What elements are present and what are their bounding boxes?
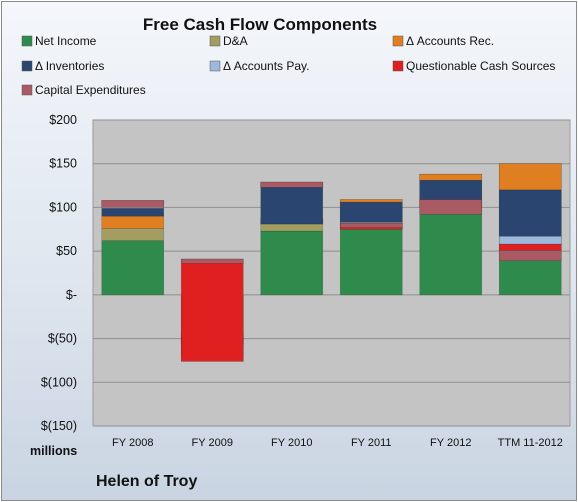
x-tick-label: TTM 11-2012 (498, 437, 563, 449)
company-label: Helen of Troy (96, 473, 197, 490)
bar-capital-expenditures-fy-2008 (101, 200, 165, 208)
bar-net-income-fy-2010 (260, 230, 324, 296)
bar-questionable-cash-sources-ttm-11-2012 (498, 243, 562, 251)
legend-label-capital-expenditures: Capital Expenditures (35, 83, 146, 97)
x-tick-label: FY 2012 (430, 437, 471, 449)
chart-title: Free Cash Flow Components (143, 15, 377, 34)
bar-capital-expenditures-fy-2009 (180, 258, 244, 264)
legend-swatch-d-a (209, 35, 221, 47)
legend-swatch-accounts-pay (209, 60, 221, 72)
legend: Net Income D&A Δ Accounts Rec. Δ Inventorie… (21, 34, 555, 97)
x-tick-label: FY 2010 (271, 437, 312, 449)
y-tick-label: $200 (49, 113, 77, 127)
bar-capital-expenditures-fy-2012 (419, 199, 483, 215)
units-label: millions (30, 444, 77, 458)
y-tick-label: $150 (49, 157, 77, 171)
bar-net-income-fy-2012 (419, 198, 483, 296)
bar-d-a-fy-2008 (101, 228, 165, 241)
legend-label-accounts-rec: Δ Accounts Rec. (406, 34, 494, 48)
legend-label-accounts-pay: Δ Accounts Pay. (223, 59, 310, 73)
bar-capital-expenditures-fy-2010 (260, 181, 324, 188)
legend-swatch-inventories (21, 60, 33, 72)
bar-accounts-rec-fy-2012 (419, 173, 483, 181)
y-tick-label: $- (66, 288, 77, 302)
legend-swatch-accounts-rec (392, 35, 404, 47)
bar-inventories-fy-2010 (260, 183, 324, 225)
y-tick-label: $100 (49, 200, 77, 214)
bar-inventories-ttm-11-2012 (498, 189, 562, 237)
y-tick-label: $(50) (48, 332, 77, 346)
x-tick-label: FY 2011 (351, 437, 392, 449)
gridlines (93, 119, 570, 427)
plot-area (92, 119, 571, 427)
y-tick-label: $(150) (41, 419, 77, 433)
bar-questionable-cash-sources-fy-2009 (180, 258, 244, 362)
legend-label-inventories: Δ Inventories (35, 59, 104, 73)
legend-swatch-capital-expenditures (21, 84, 33, 96)
y-tick-label: $(100) (41, 375, 77, 389)
bar-accounts-rec-ttm-11-2012 (498, 163, 562, 191)
y-axis: $200 $150 $100 $50 $- $(50) $(100) $(150) (41, 113, 77, 433)
legend-label-net-income: Net Income (35, 34, 97, 48)
legend-label-questionable-cash-sources: Questionable Cash Sources (406, 59, 555, 73)
bars (101, 163, 562, 362)
bar-accounts-rec-fy-2008 (101, 215, 165, 229)
bar-capital-expenditures-fy-2011 (339, 222, 403, 228)
y-tick-label: $50 (56, 244, 77, 258)
bar-accounts-rec-fy-2011 (339, 199, 403, 203)
x-tick-label: FY 2009 (192, 437, 233, 449)
legend-label-d-a: D&A (223, 34, 248, 48)
bar-accounts-pay-ttm-11-2012 (498, 235, 562, 245)
legend-swatch-net-income (21, 35, 33, 47)
bar-capital-expenditures-ttm-11-2012 (498, 249, 562, 262)
x-axis: FY 2008 FY 2009 FY 2010 FY 2011 FY 2012 TTM 1… (112, 437, 563, 449)
bar-inventories-fy-2008 (101, 208, 165, 217)
legend-swatch-questionable-cash-sources (392, 60, 404, 72)
bar-net-income-fy-2008 (101, 240, 165, 296)
bar-inventories-fy-2011 (339, 201, 403, 223)
x-tick-label: FY 2008 (112, 437, 153, 449)
